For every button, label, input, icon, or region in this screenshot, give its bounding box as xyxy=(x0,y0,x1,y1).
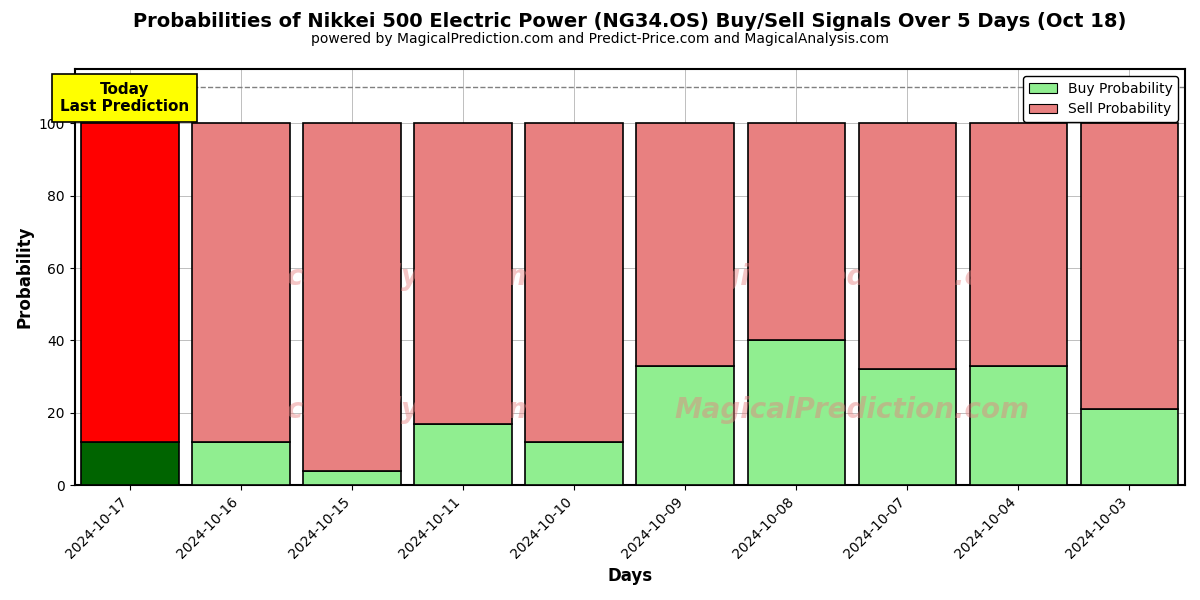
Bar xyxy=(970,123,1067,366)
Bar xyxy=(1081,409,1178,485)
Text: MagicalAnalysis.com: MagicalAnalysis.com xyxy=(211,396,538,424)
Bar xyxy=(192,442,290,485)
Bar xyxy=(414,424,512,485)
Bar xyxy=(304,470,401,485)
Bar xyxy=(970,366,1067,485)
Text: MagicalAnalysis.com: MagicalAnalysis.com xyxy=(211,263,538,291)
Bar xyxy=(636,366,734,485)
Text: powered by MagicalPrediction.com and Predict-Price.com and MagicalAnalysis.com: powered by MagicalPrediction.com and Pre… xyxy=(311,32,889,46)
Bar xyxy=(304,123,401,470)
Bar xyxy=(414,123,512,424)
Bar xyxy=(526,442,623,485)
Bar xyxy=(748,340,845,485)
Bar xyxy=(748,123,845,340)
Bar xyxy=(858,123,956,370)
Bar xyxy=(526,123,623,442)
Text: Today
Last Prediction: Today Last Prediction xyxy=(60,82,190,114)
Bar xyxy=(82,123,179,442)
Bar xyxy=(82,442,179,485)
Text: MagicalPrediction.com: MagicalPrediction.com xyxy=(674,396,1030,424)
Bar xyxy=(858,370,956,485)
Bar xyxy=(636,123,734,366)
Text: MagicalPrediction.com: MagicalPrediction.com xyxy=(674,263,1030,291)
Title: Probabilities of Nikkei 500 Electric Power (NG34.OS) Buy/Sell Signals Over 5 Day: Probabilities of Nikkei 500 Electric Pow… xyxy=(133,13,1127,31)
Legend: Buy Probability, Sell Probability: Buy Probability, Sell Probability xyxy=(1024,76,1178,122)
X-axis label: Days: Days xyxy=(607,567,653,585)
Bar xyxy=(192,123,290,442)
Bar xyxy=(1081,123,1178,409)
Y-axis label: Probability: Probability xyxy=(16,226,34,328)
